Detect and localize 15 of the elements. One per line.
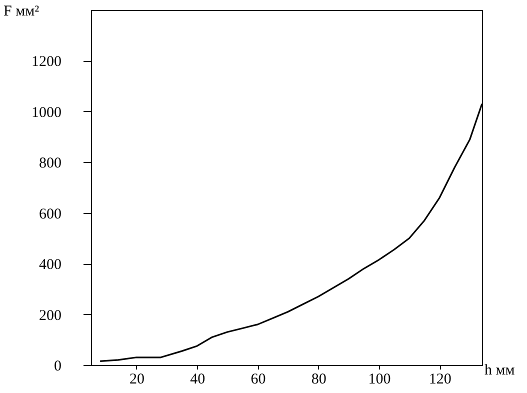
y-tick-label: 0 <box>54 358 62 374</box>
y-axis-title: F мм² <box>4 4 40 20</box>
x-tick-label: 80 <box>311 372 326 388</box>
x-axis-title: h мм <box>484 362 516 378</box>
x-tick-label: 120 <box>428 372 452 388</box>
y-tick-label: 800 <box>39 156 62 172</box>
y-tick-label: 200 <box>39 308 62 324</box>
y-tick-label: 600 <box>39 206 62 222</box>
x-tick-label: 100 <box>368 372 391 388</box>
x-tick-label: 20 <box>129 372 144 388</box>
x-tick-label: 40 <box>190 372 206 388</box>
y-tick-label: 1000 <box>32 104 62 121</box>
y-tick-label: 400 <box>39 257 62 274</box>
y-tick-label: 1200 <box>32 54 62 70</box>
x-tick-label: 60 <box>250 372 266 388</box>
